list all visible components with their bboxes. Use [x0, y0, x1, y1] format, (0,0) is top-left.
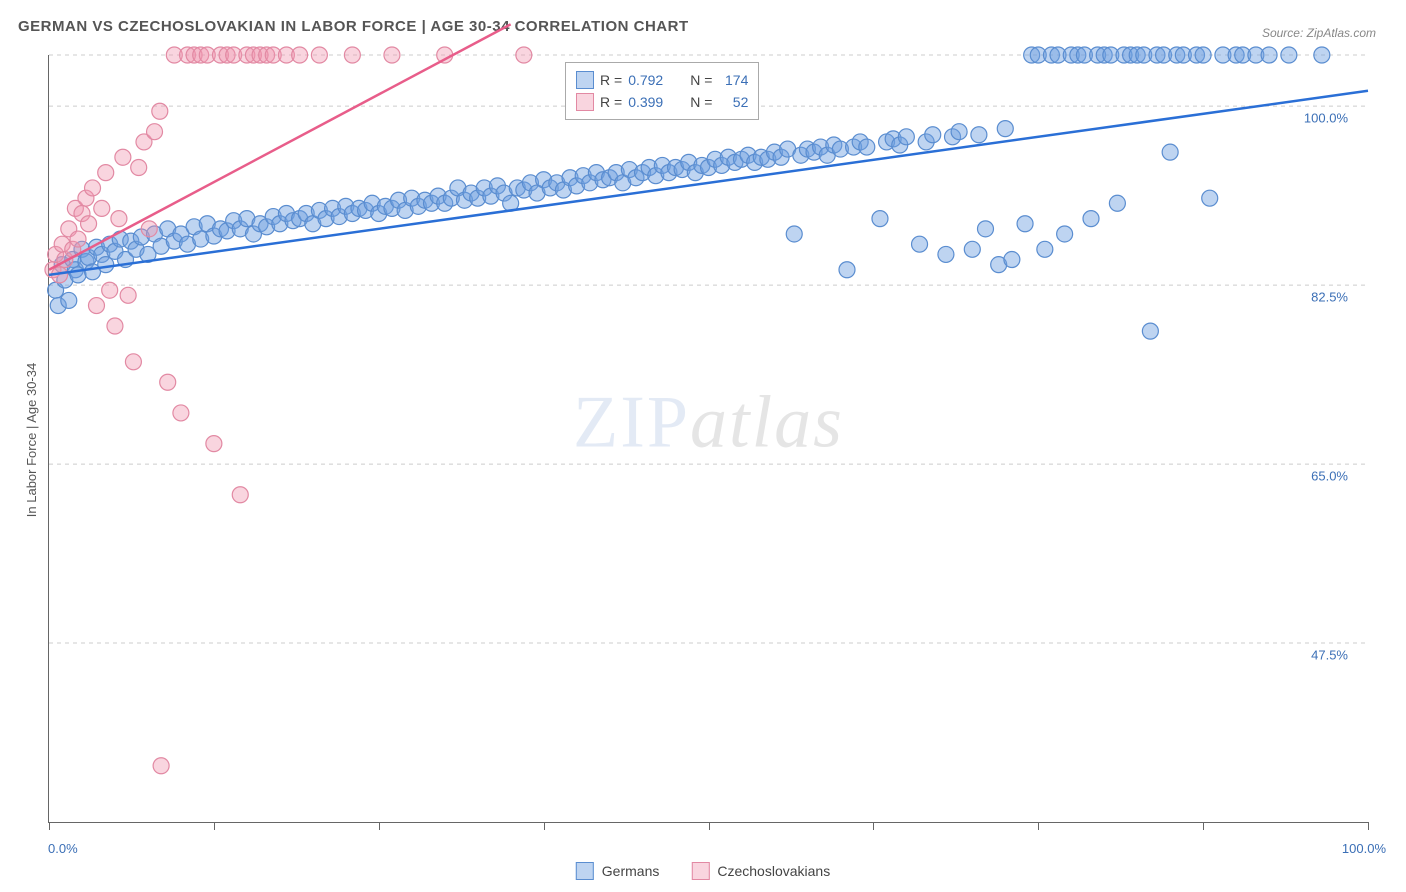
y-tick-label: 100.0%: [1304, 111, 1348, 126]
legend-label-germans: Germans: [602, 863, 660, 879]
x-tick: [379, 822, 380, 830]
legend-row-czech: R = 0.399 N = 52: [576, 91, 748, 113]
y-tick-label: 82.5%: [1311, 290, 1348, 305]
legend-row-germans: R = 0.792 N = 174: [576, 69, 748, 91]
x-tick: [1038, 822, 1039, 830]
x-tick: [1368, 822, 1369, 830]
x-tick: [544, 822, 545, 830]
x-tick: [873, 822, 874, 830]
x-tick: [49, 822, 50, 830]
x-tick: [1203, 822, 1204, 830]
r-label: R =: [600, 69, 622, 91]
swatch-germans: [576, 71, 594, 89]
legend-label-czech: Czechoslovakians: [717, 863, 830, 879]
r-value-czech: 0.399: [628, 91, 678, 113]
source-label: Source: ZipAtlas.com: [1262, 26, 1376, 40]
x-tick: [709, 822, 710, 830]
swatch-czech: [576, 93, 594, 111]
legend-series: Germans Czechoslovakians: [576, 862, 830, 880]
x-tick: [214, 822, 215, 830]
x-max-label: 100.0%: [1342, 841, 1386, 856]
plot-svg: [49, 55, 1368, 822]
n-value-czech: 52: [718, 91, 748, 113]
swatch-czech-bottom: [691, 862, 709, 880]
n-value-germans: 174: [718, 69, 748, 91]
legend-item-germans: Germans: [576, 862, 660, 880]
r-label: R =: [600, 91, 622, 113]
r-value-germans: 0.792: [628, 69, 678, 91]
n-label: N =: [690, 91, 712, 113]
x-min-label: 0.0%: [48, 841, 78, 856]
swatch-germans-bottom: [576, 862, 594, 880]
y-tick-label: 65.0%: [1311, 469, 1348, 484]
y-tick-label: 47.5%: [1311, 648, 1348, 663]
n-label: N =: [690, 69, 712, 91]
y-axis-label: In Labor Force | Age 30-34: [24, 363, 39, 517]
legend-stats: R = 0.792 N = 174 R = 0.399 N = 52: [565, 62, 759, 120]
chart-title: GERMAN VS CZECHOSLOVAKIAN IN LABOR FORCE…: [18, 18, 689, 35]
plot-area: ZIPatlas 47.5%65.0%82.5%100.0%: [48, 55, 1368, 823]
legend-item-czech: Czechoslovakians: [691, 862, 830, 880]
correlation-chart: GERMAN VS CZECHOSLOVAKIAN IN LABOR FORCE…: [0, 0, 1406, 892]
